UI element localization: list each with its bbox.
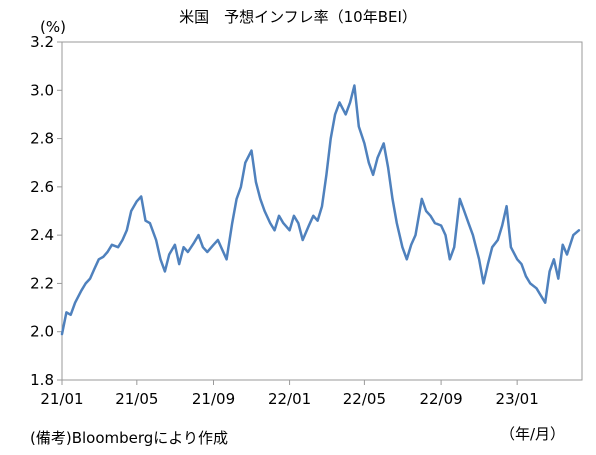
series-line <box>60 84 581 336</box>
y-tick-label: 2.8 <box>30 130 54 148</box>
x-tick-label: 21/09 <box>192 390 235 408</box>
source-note: (備考)Bloombergにより作成 <box>30 429 229 447</box>
plot-area-border <box>61 41 583 381</box>
x-tick-label: 22/05 <box>343 390 386 408</box>
x-tick-label: 22/01 <box>268 390 311 408</box>
y-tick-label: 3.0 <box>30 81 54 99</box>
y-tick-label: 1.8 <box>30 371 54 389</box>
x-tick-label: 21/05 <box>115 390 158 408</box>
y-tick-label: 2.4 <box>30 226 54 244</box>
y-tick-label: 2.6 <box>30 178 54 196</box>
y-axis-unit: (%) <box>40 18 66 36</box>
x-tick-label: 21/01 <box>40 390 83 408</box>
y-tick-label: 3.2 <box>30 33 54 51</box>
x-tick-label: 23/01 <box>496 390 539 408</box>
chart-title: 米国 予想インフレ率（10年BEI） <box>179 8 417 26</box>
y-tick-label: 2.2 <box>30 274 54 292</box>
y-axis: 1.8 2.0 2.2 2.4 2.6 2.8 3.0 3.2 <box>30 33 62 389</box>
x-tick-label: 22/09 <box>419 390 462 408</box>
x-axis-unit: （年/月） <box>500 425 566 443</box>
y-tick-label: 2.0 <box>30 323 54 341</box>
x-axis: 21/01 21/05 21/09 22/01 22/05 22/09 23/01 <box>40 380 539 408</box>
